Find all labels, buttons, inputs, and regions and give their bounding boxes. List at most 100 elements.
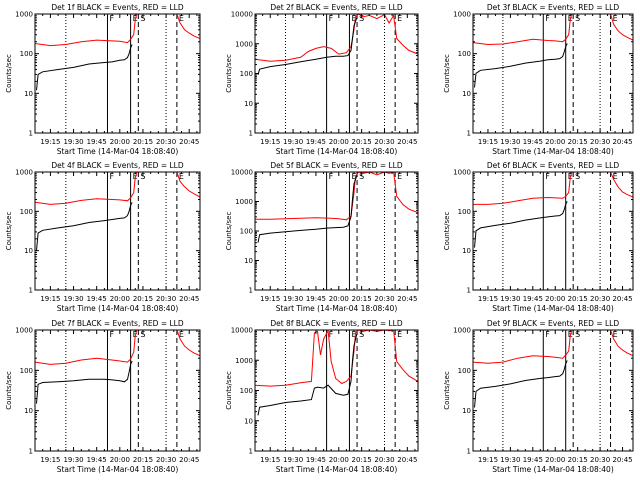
marker-label: F xyxy=(109,330,114,339)
x-tick-label: 19:30 xyxy=(500,456,520,464)
x-tick-label: 20:15 xyxy=(568,295,588,303)
marker-label: F xyxy=(109,172,114,181)
y-tick-label: 10000 xyxy=(231,169,253,177)
y-tick-label: 1 xyxy=(249,130,253,138)
marker-label: F xyxy=(109,14,114,23)
x-tick-label: 19:15 xyxy=(40,456,60,464)
series-line-lld-1 xyxy=(255,14,418,62)
x-tick-label: 20:30 xyxy=(374,295,394,303)
x-tick-label: 20:45 xyxy=(612,138,632,146)
chart-panel-8: Det 8f BLACK = Events, RED = LLD Counts/s… xyxy=(225,319,419,474)
y-tick-label: 100 xyxy=(458,50,471,58)
x-axis-label: Start Time (14-Mar-04 18:08:40) xyxy=(492,304,614,313)
y-tick-label: 10 xyxy=(24,90,33,98)
x-tick-label: 19:30 xyxy=(283,138,303,146)
x-tick-label: 20:45 xyxy=(179,456,199,464)
x-tick-label: 20:45 xyxy=(612,295,632,303)
chart-panel-7: Det 7f BLACK = Events, RED = LLD Counts/s… xyxy=(5,319,201,474)
series-group xyxy=(255,14,418,76)
chart-title: Det 7f BLACK = Events, RED = LLD xyxy=(51,319,184,328)
series-line-lld-1 xyxy=(255,172,418,221)
x-tick-label: 19:15 xyxy=(260,456,280,464)
marker-label: E xyxy=(179,172,184,181)
x-tick-label: 20:15 xyxy=(352,138,372,146)
series-line-events-1 xyxy=(36,44,133,91)
series-line-lld-2 xyxy=(610,330,633,357)
y-tick-label: 1000 xyxy=(453,327,471,335)
x-tick-label: 19:15 xyxy=(40,295,60,303)
x-tick-label: 19:45 xyxy=(523,138,543,146)
plot-frame xyxy=(34,171,201,291)
y-tick-label: 10 xyxy=(244,257,253,265)
series-group xyxy=(255,330,418,416)
x-tick-label: 20:00 xyxy=(110,138,130,146)
x-tick-label: 19:45 xyxy=(87,456,107,464)
y-tick-label: 10 xyxy=(462,90,471,98)
series-line-lld-1 xyxy=(35,330,139,365)
y-tick-label: 1000 xyxy=(235,40,253,48)
marker-label: E xyxy=(351,172,356,181)
series-line-events-1 xyxy=(257,332,358,416)
chart-title: Det 9f BLACK = Events, RED = LLD xyxy=(487,319,620,328)
y-tick-label: 1000 xyxy=(453,11,471,19)
y-axis-label: Counts/sec xyxy=(443,212,451,251)
chart-panel-6: Det 6f BLACK = Events, RED = LLD Counts/s… xyxy=(443,161,634,313)
marker-label: S xyxy=(575,172,580,181)
chart-title: Det 3f BLACK = Events, RED = LLD xyxy=(487,3,620,12)
y-tick-label: 100 xyxy=(20,367,33,375)
x-axis-label: Start Time (14-Mar-04 18:08:40) xyxy=(276,304,398,313)
x-tick-label: 19:45 xyxy=(306,295,326,303)
x-tick-label: 19:45 xyxy=(523,456,543,464)
x-tick-label: 19:15 xyxy=(478,456,498,464)
series-group xyxy=(473,172,633,248)
x-tick-label: 20:45 xyxy=(397,295,417,303)
x-tick-label: 20:15 xyxy=(568,456,588,464)
series-line-events-1 xyxy=(474,43,568,88)
x-tick-label: 19:30 xyxy=(63,138,83,146)
x-tick-label: 20:30 xyxy=(374,138,394,146)
x-tick-label: 20:00 xyxy=(545,295,565,303)
marker-label: E xyxy=(351,14,356,23)
series-line-lld-1 xyxy=(35,14,139,47)
series-line-events-1 xyxy=(474,360,568,408)
x-tick-label: 20:30 xyxy=(590,456,610,464)
marker-label: F xyxy=(329,14,334,23)
x-tick-label: 19:30 xyxy=(63,456,83,464)
x-axis-label: Start Time (14-Mar-04 18:08:40) xyxy=(492,147,614,156)
series-line-lld-1 xyxy=(473,330,574,364)
y-tick-label: 1000 xyxy=(453,169,471,177)
plot-frame xyxy=(254,329,419,452)
y-tick-label: 1000 xyxy=(15,11,33,19)
series-group xyxy=(35,14,200,91)
plot-frame xyxy=(34,13,201,134)
y-tick-label: 1000 xyxy=(15,169,33,177)
x-tick-label: 20:45 xyxy=(612,456,632,464)
y-axis-label: Counts/sec xyxy=(5,54,13,93)
marker-label: F xyxy=(545,172,550,181)
series-line-events-1 xyxy=(36,360,133,404)
series-line-lld-2 xyxy=(176,172,200,198)
x-axis-label: Start Time (14-Mar-04 18:08:40) xyxy=(276,465,398,474)
x-tick-label: 19:15 xyxy=(40,138,60,146)
plot-frame xyxy=(472,13,634,134)
y-tick-label: 100 xyxy=(458,367,471,375)
series-line-lld-1 xyxy=(255,330,418,387)
marker-label: F xyxy=(545,330,550,339)
y-tick-label: 1000 xyxy=(235,198,253,206)
chart-title: Det 6f BLACK = Events, RED = LLD xyxy=(487,161,620,170)
x-tick-label: 20:30 xyxy=(590,295,610,303)
y-tick-label: 10 xyxy=(24,407,33,415)
x-tick-label: 19:30 xyxy=(283,295,303,303)
plot-frame xyxy=(34,329,201,452)
series-line-events-1 xyxy=(36,202,133,251)
marker-label: E xyxy=(613,14,618,23)
x-tick-label: 20:00 xyxy=(545,456,565,464)
x-tick-label: 20:15 xyxy=(133,456,153,464)
series-group xyxy=(473,330,633,408)
x-tick-label: 20:45 xyxy=(179,295,199,303)
chart-panel-2: Det 2f BLACK = Events, RED = LLD Counts/s… xyxy=(225,3,419,156)
series-line-lld-2 xyxy=(610,172,633,198)
marker-label: S xyxy=(359,14,364,23)
